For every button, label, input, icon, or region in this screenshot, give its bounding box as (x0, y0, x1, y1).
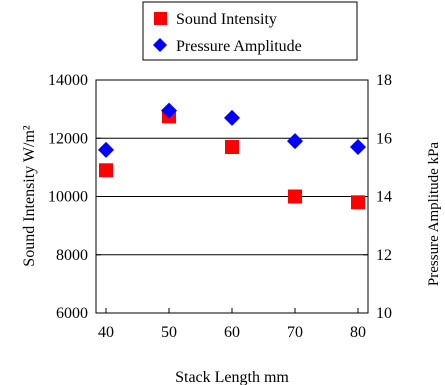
x-tick-label: 80 (350, 324, 366, 341)
y-axis-right-title: Pressure Amplitude kPa (426, 142, 442, 286)
pressure-amplitude-point (350, 138, 366, 155)
sound-intensity-point (288, 189, 302, 204)
y-left-tick-label: 8000 (56, 247, 88, 264)
pressure-amplitude-point (161, 102, 177, 119)
legend-label-sound-intensity: Sound Intensity (176, 11, 277, 28)
y-right-tick-label: 16 (376, 130, 392, 147)
x-axis-title: Stack Length mm (175, 369, 289, 385)
series-sound-intensity (99, 109, 365, 210)
x-tick-label: 50 (161, 324, 177, 341)
y-axis-left-title: Sound Intensity W/m² (21, 125, 38, 267)
x-tick-label: 70 (287, 324, 303, 341)
y-right-tick-label: 12 (376, 247, 392, 264)
legend: Sound Intensity Pressure Amplitude (142, 1, 358, 61)
pressure-amplitude-point (224, 109, 240, 126)
pressure-amplitude-point (287, 133, 303, 150)
y-left-tick-label: 12000 (48, 130, 88, 147)
x-tick-label: 60 (224, 324, 240, 341)
legend-box (142, 1, 358, 61)
sound-intensity-point (351, 195, 365, 210)
y-right-tick-label: 18 (376, 72, 392, 89)
grid (96, 137, 368, 256)
x-axis: 40 50 60 70 80 (98, 308, 366, 341)
series-pressure-amplitude (98, 102, 366, 158)
pressure-amplitude-point (98, 141, 114, 158)
y-right-tick-label: 14 (376, 189, 392, 206)
y-left-tick-label: 10000 (48, 189, 88, 206)
y-left-tick-label: 14000 (48, 72, 88, 89)
y-axis-left: 6000 8000 10000 12000 14000 (48, 72, 101, 322)
y-left-tick-label: 6000 (56, 305, 88, 322)
y-right-tick-label: 10 (376, 305, 392, 322)
y-axis-right: 10 12 14 16 18 (363, 72, 392, 322)
sound-intensity-point (225, 139, 239, 154)
legend-label-pressure-amplitude: Pressure Amplitude (176, 38, 302, 55)
x-tick-label: 40 (98, 324, 114, 341)
legend-marker-sound-intensity (154, 12, 167, 25)
sound-intensity-point (99, 163, 113, 178)
legend-marker-pressure-amplitude (153, 38, 167, 52)
